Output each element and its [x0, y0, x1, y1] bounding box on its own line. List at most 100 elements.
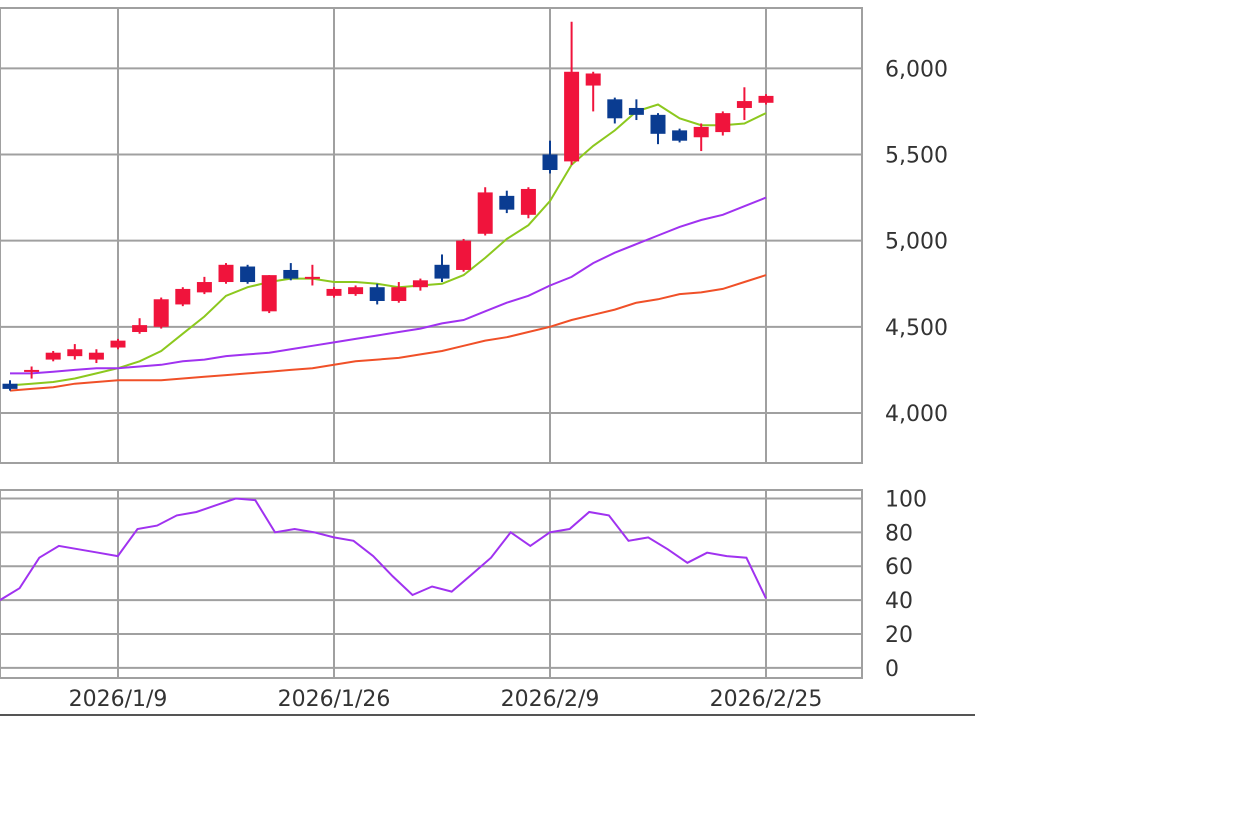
candle-body — [564, 71, 580, 162]
candle-body — [88, 352, 104, 360]
candle-body — [24, 369, 40, 372]
candle — [477, 187, 493, 236]
oscillator-tick-label: 40 — [885, 589, 913, 614]
candle-body — [218, 264, 234, 283]
candle — [326, 287, 342, 298]
candle-body — [175, 288, 191, 305]
price-tick-label: 4,000 — [885, 402, 948, 427]
price-tick-label: 5,500 — [885, 143, 948, 168]
candle-body — [628, 107, 644, 115]
candle — [715, 111, 731, 136]
candle-body — [736, 101, 752, 108]
candle — [672, 128, 688, 143]
candle-body — [240, 266, 256, 283]
candle-body — [650, 114, 666, 134]
candle-body — [585, 73, 601, 86]
candle — [628, 99, 644, 121]
candle — [391, 282, 407, 303]
candle — [88, 349, 104, 364]
candle — [564, 21, 580, 165]
candle-body — [326, 288, 342, 296]
price-panel: 4,000 4,500 5,000 5,500 6,000 — [0, 7, 948, 464]
candle-body — [693, 126, 709, 138]
candle — [240, 264, 256, 284]
price-tick-label: 5,000 — [885, 230, 948, 255]
candle — [45, 350, 61, 362]
candle-body — [758, 95, 774, 103]
candle — [348, 285, 364, 296]
candle — [736, 87, 752, 121]
candle-body — [715, 113, 731, 133]
oscillator-axis-labels: 0 20 40 60 80 100 — [885, 487, 927, 681]
candle-body — [542, 154, 558, 171]
candle-body — [67, 349, 83, 357]
candlesticks — [2, 21, 774, 391]
candle — [758, 94, 774, 105]
candle-body — [520, 188, 536, 215]
candle-body — [153, 299, 169, 327]
candle-body — [499, 195, 515, 210]
candle-body — [369, 287, 385, 301]
candle-body — [110, 340, 126, 348]
oscillator-tick-label: 0 — [885, 657, 899, 682]
candle — [2, 380, 18, 391]
candle — [196, 276, 212, 295]
candle — [283, 263, 299, 281]
candle-body — [45, 352, 61, 360]
candle-body — [348, 287, 364, 295]
candle — [585, 71, 601, 112]
candle — [650, 113, 666, 145]
candle-body — [456, 240, 472, 270]
candle-body — [434, 264, 450, 279]
candle — [434, 254, 450, 283]
oscillator-tick-label: 100 — [885, 487, 927, 512]
oscillator-series-line — [0, 497, 767, 601]
candle-body — [391, 287, 407, 301]
candle — [153, 297, 169, 329]
oscillator-tick-label: 60 — [885, 555, 913, 580]
price-tick-label: 4,500 — [885, 316, 948, 341]
oscillator-panel: 0 20 40 60 80 100 — [0, 487, 927, 682]
candle — [24, 366, 40, 379]
date-label: 2026/2/9 — [501, 687, 600, 712]
candle — [369, 283, 385, 305]
price-axis-labels: 4,000 4,500 5,000 5,500 6,000 — [885, 57, 948, 427]
candle-body — [283, 269, 299, 279]
price-panel-frame — [0, 7, 863, 464]
date-label: 2026/1/26 — [278, 687, 391, 712]
candle — [67, 344, 83, 360]
oscillator-gridlines — [0, 490, 862, 678]
candle — [132, 318, 148, 334]
date-labels: 2026/1/9 2026/1/26 2026/2/9 2026/2/25 — [69, 687, 823, 712]
price-tick-label: 6,000 — [885, 57, 948, 82]
candle — [304, 264, 320, 286]
oscillator-tick-label: 80 — [885, 521, 913, 546]
date-axis: 2026/1/9 2026/1/26 2026/2/9 2026/2/25 — [0, 687, 975, 716]
candle-body — [607, 99, 623, 119]
candle — [456, 238, 472, 272]
date-label: 2026/1/9 — [69, 687, 168, 712]
oscillator-tick-label: 20 — [885, 623, 913, 648]
moving-average-lines — [9, 103, 767, 392]
candle — [542, 140, 558, 174]
candle-body — [132, 325, 148, 333]
candle — [218, 263, 234, 284]
candle — [175, 287, 191, 307]
candle-body — [672, 130, 688, 141]
candle-body — [412, 280, 428, 288]
date-label: 2026/2/25 — [710, 687, 823, 712]
candle-body — [196, 282, 212, 293]
candle — [499, 190, 515, 214]
candle-body — [304, 276, 320, 279]
candle — [110, 338, 126, 350]
candle-body — [477, 192, 493, 234]
candle — [520, 187, 536, 219]
candle-body — [2, 383, 18, 389]
moving-average-line-3 — [9, 274, 767, 392]
moving-average-line-2 — [10, 196, 767, 375]
candle-body — [261, 275, 277, 312]
oscillator-line — [0, 497, 767, 601]
candle — [412, 278, 428, 291]
price-gridlines — [0, 8, 862, 463]
